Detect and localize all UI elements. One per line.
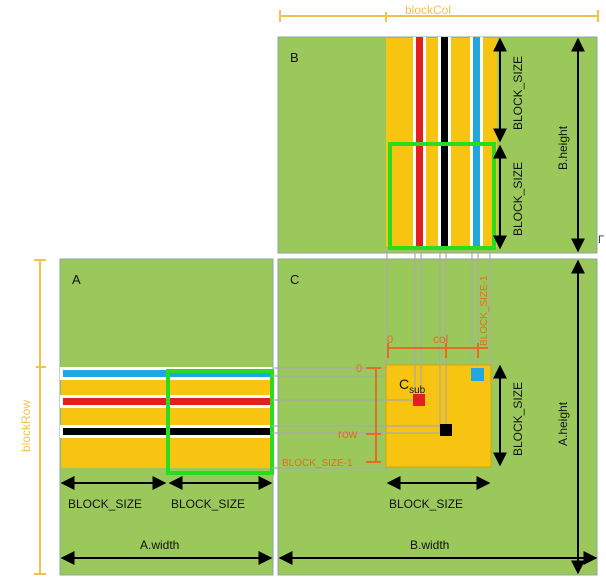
orange-col-bracket [387,343,488,358]
a-block-size-right-label: BLOCK_SIZE [171,497,245,511]
stray-mark: Γ [598,234,604,246]
matrix-b: B [277,36,598,254]
a-width-label: A.width [140,538,179,552]
b-height-label: B.height [556,125,570,170]
b-block-size-bottom-label: BLOCK_SIZE [511,162,525,236]
row-label: row [338,427,358,441]
matrix-c-label: C [290,272,299,287]
dimension-arrows [60,37,598,575]
matrix-a-label: A [72,272,81,287]
c-block-size-vertical-label: BLOCK_SIZE [511,382,525,456]
a-highlight-sub-block [166,369,274,475]
row-block-size-minus-1-label: BLOCK_SIZE-1 [282,458,353,469]
block-row-label: blockRow [19,400,33,452]
matrix-c: C [277,258,598,576]
c-block-size-horizontal-label: BLOCK_SIZE [389,497,463,511]
c-sub-block [385,364,492,468]
a-height-label: A.height [556,401,570,446]
b-width-label: B.width [410,538,449,552]
c-blue-element [471,368,484,381]
matrix-a: A [59,258,274,576]
c-sub-label: Csub [399,376,426,396]
col-zero-label: 0 [387,334,393,346]
c-red-element [413,394,425,406]
block-col-label: blockCol [405,3,451,17]
c-black-element [440,424,452,436]
block-row-bracket [34,259,46,575]
row-zero-label: 0 [356,363,362,375]
orange-row-bracket [366,367,381,463]
b-block-size-top-label: BLOCK_SIZE [511,56,525,130]
col-label: col [433,332,448,346]
block-col-bracket [279,10,599,22]
col-block-size-minus-1-label: BLOCK_SIZE-1 [479,275,490,346]
matrix-b-label: B [290,50,299,65]
a-block-size-left-label: BLOCK_SIZE [68,497,142,511]
